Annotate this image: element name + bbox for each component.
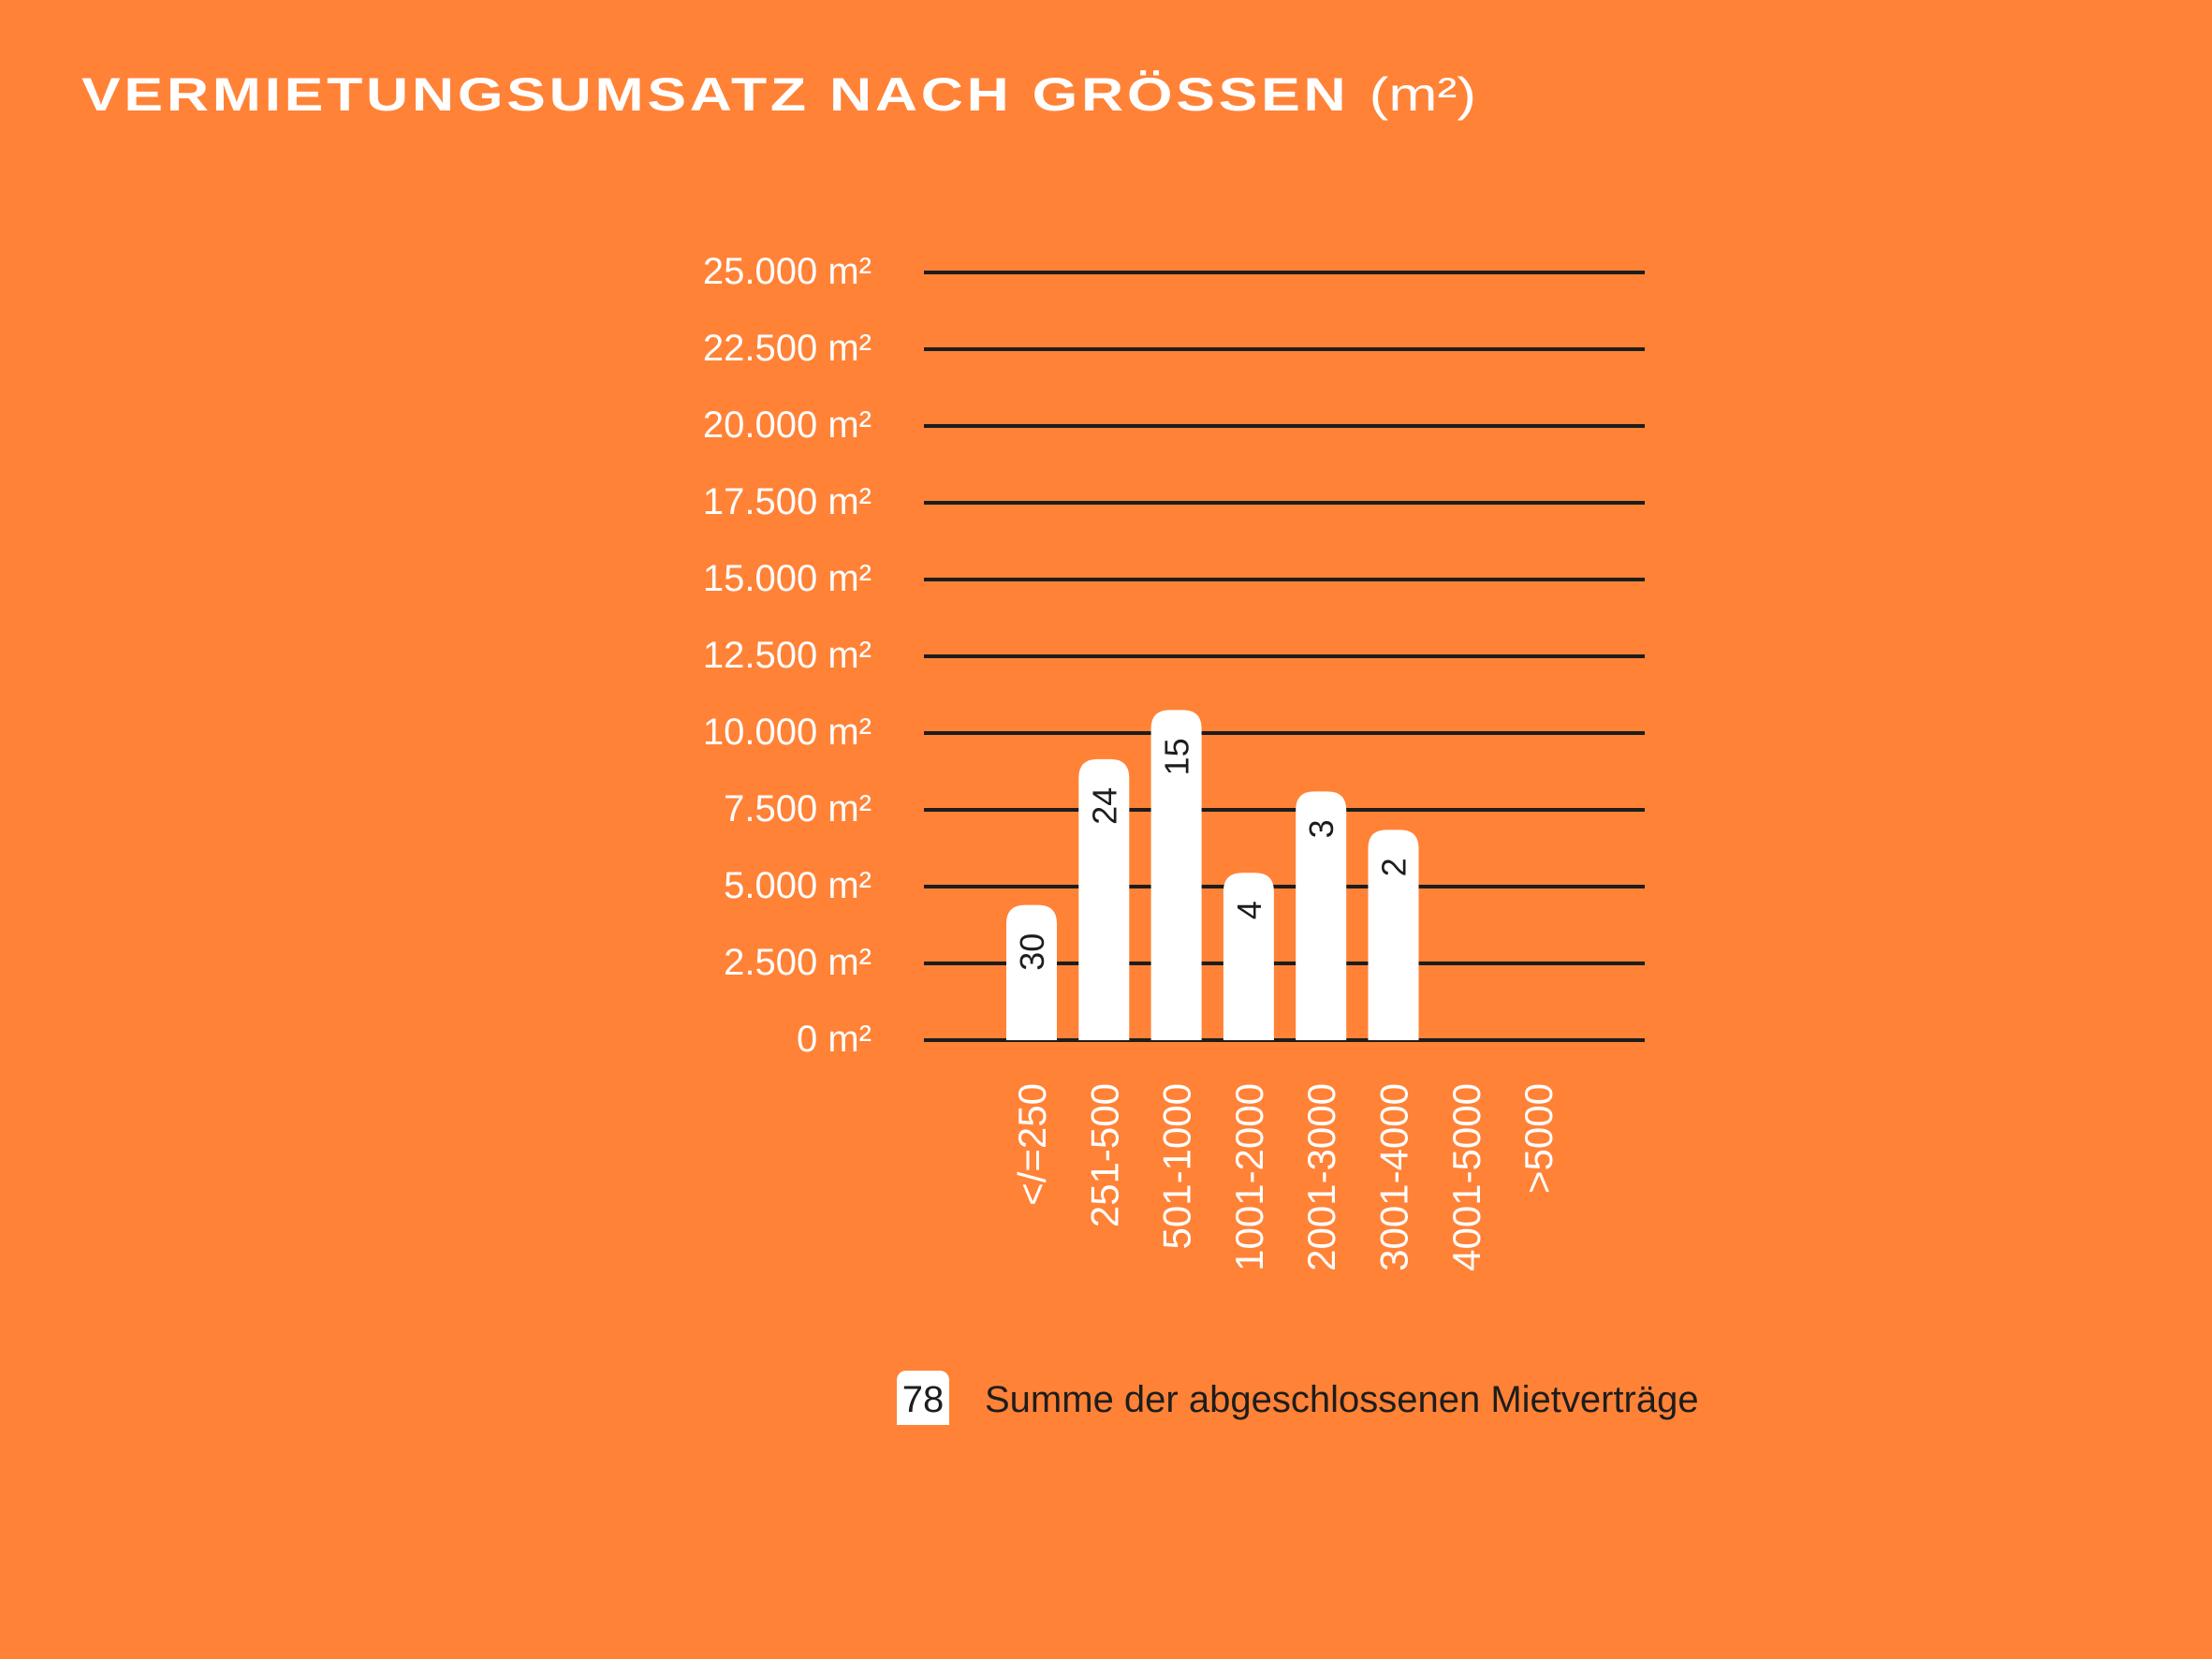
legend-value: 78 <box>902 1379 945 1420</box>
y-tick-label: 20.000 m² <box>703 404 872 446</box>
y-tick-label: 15.000 m² <box>703 558 872 599</box>
bar <box>1368 830 1419 1040</box>
y-tick-label: 7.500 m² <box>724 788 872 830</box>
x-tick-label: 3001-4000 <box>1372 1083 1416 1271</box>
legend-swatch-base <box>897 1404 949 1425</box>
y-tick-label: 17.500 m² <box>703 481 872 522</box>
bar <box>1006 904 1057 1040</box>
y-tick-label: 10.000 m² <box>703 712 872 753</box>
chart-title: VERMIETUNGSUMSATZ NACH GRÖSSEN (m²) <box>81 67 1476 122</box>
bar-label: 15 <box>1158 738 1196 775</box>
bar-label: 4 <box>1230 901 1268 919</box>
x-tick-label: 2001-3000 <box>1299 1083 1343 1271</box>
x-tick-label: 251-500 <box>1082 1083 1126 1227</box>
y-tick-label: 25.000 m² <box>703 251 872 292</box>
x-tick-label: 501-1000 <box>1155 1083 1199 1250</box>
bars: 30 24 15 4 3 2 <box>1006 710 1419 1040</box>
bar <box>1150 710 1202 1040</box>
chart-title-unit: (m²) <box>1369 68 1477 121</box>
legend: 78 Summe der abgeschlossenen Mietverträg… <box>897 1371 1699 1425</box>
bar <box>1078 758 1130 1040</box>
y-axis-ticks: 0 m² 2.500 m² 5.000 m² 7.500 m² 10.000 m² 12.… <box>703 251 872 1060</box>
x-tick-label: 4001-5000 <box>1444 1083 1488 1271</box>
chart-title-main: VERMIETUNGSUMSATZ NACH GRÖSSEN <box>81 68 1350 121</box>
x-tick-label: 1001-2000 <box>1227 1083 1271 1271</box>
x-tick-label: </=250 <box>1010 1083 1054 1206</box>
x-tick-label: >5000 <box>1516 1083 1560 1194</box>
bar-label: 30 <box>1013 933 1051 971</box>
y-tick-label: 12.500 m² <box>703 635 872 676</box>
y-tick-label: 0 m² <box>797 1019 872 1060</box>
legend-label: Summe der abgeschlossenen Mietverträge <box>985 1379 1699 1420</box>
bar-label: 24 <box>1085 787 1123 825</box>
bar-label: 2 <box>1375 858 1414 876</box>
gridlines <box>924 271 1645 1042</box>
y-tick-label: 22.500 m² <box>703 328 872 369</box>
bar <box>1296 791 1347 1040</box>
y-tick-label: 2.500 m² <box>724 942 872 983</box>
bar <box>1223 873 1274 1040</box>
bar-label: 3 <box>1302 819 1340 838</box>
x-axis-ticks: </=250 251-500 501-1000 1001-2000 2001-3000 3… <box>1010 1083 1560 1271</box>
y-tick-label: 5.000 m² <box>724 865 872 906</box>
